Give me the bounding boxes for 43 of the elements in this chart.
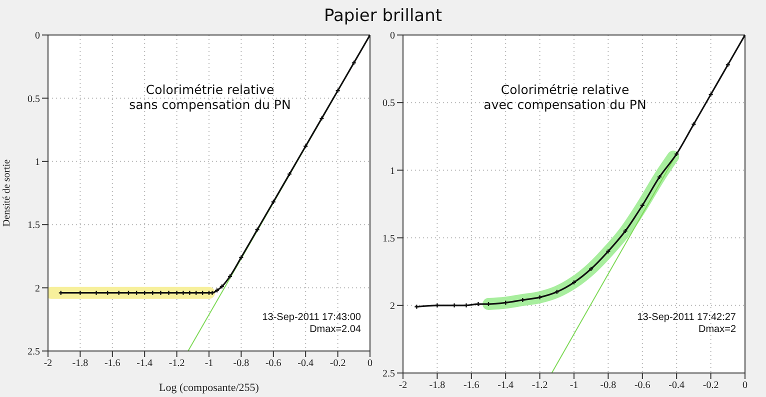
y-tick-label: 0: [390, 30, 395, 42]
y-tick-label: 2.5: [382, 368, 395, 380]
x-tick-label: -0.8: [600, 380, 616, 392]
annotation: Dmax=2.04: [308, 324, 361, 336]
x-tick-label: -1.4: [136, 358, 153, 370]
x-tick-label: 0: [368, 358, 372, 370]
x-tick-label: -0.4: [668, 380, 685, 392]
annotation: Colorimétrie relative sans compensation du PN: [128, 82, 292, 112]
x-tick-label: -1.8: [72, 358, 88, 370]
y-tick-label: 0.5: [382, 98, 395, 110]
y-tick-label: 2: [390, 300, 395, 312]
y-tick-label: 2.5: [28, 346, 40, 358]
x-tick-label: -1.8: [429, 380, 446, 392]
annotation: Colorimétrie relative avec compensation du PN: [482, 82, 648, 112]
annotation: 13-Sep-2011 17:42:27: [637, 312, 736, 324]
x-tick-label: -2: [44, 358, 52, 370]
y-tick-label: 0.5: [28, 94, 40, 105]
y-axis-title: Densité de sortie: [2, 158, 13, 227]
y-tick-label: 0: [35, 30, 40, 42]
x-tick-label: -1.6: [463, 380, 480, 392]
x-tick-label: -0.4: [298, 358, 314, 370]
x-tick-label: -0.8: [233, 358, 250, 370]
x-tick-label: -1.6: [104, 358, 120, 370]
chart-title: Papier brillant: [322, 6, 444, 26]
x-tick-label: -1.2: [168, 358, 185, 370]
y-tick-label: 1.5: [382, 233, 395, 244]
y-tick-label: 2: [35, 283, 40, 294]
x-tick-label: -0.2: [702, 380, 719, 392]
x-tick-label: -2: [398, 380, 408, 392]
x-tick-label: -1.4: [498, 380, 514, 392]
y-tick-label: 1: [390, 166, 395, 177]
x-tick-label: -1.2: [532, 380, 548, 392]
annotation: 13-Sep-2011 17:43:00: [262, 312, 361, 324]
x-tick-label: -1: [570, 380, 578, 392]
x-tick-label: 0: [742, 380, 748, 392]
x-tick-label: -0.6: [634, 380, 650, 392]
x-tick-label: -0.6: [265, 358, 282, 370]
y-tick-label: 1: [35, 156, 40, 168]
x-tick-label: -0.2: [330, 358, 346, 370]
annotation: Dmax=2: [697, 324, 736, 336]
x-tick-label: -1: [204, 358, 214, 370]
y-tick-label: 1.5: [28, 220, 40, 232]
x-axis-title: Log (composante/255): [159, 382, 260, 394]
